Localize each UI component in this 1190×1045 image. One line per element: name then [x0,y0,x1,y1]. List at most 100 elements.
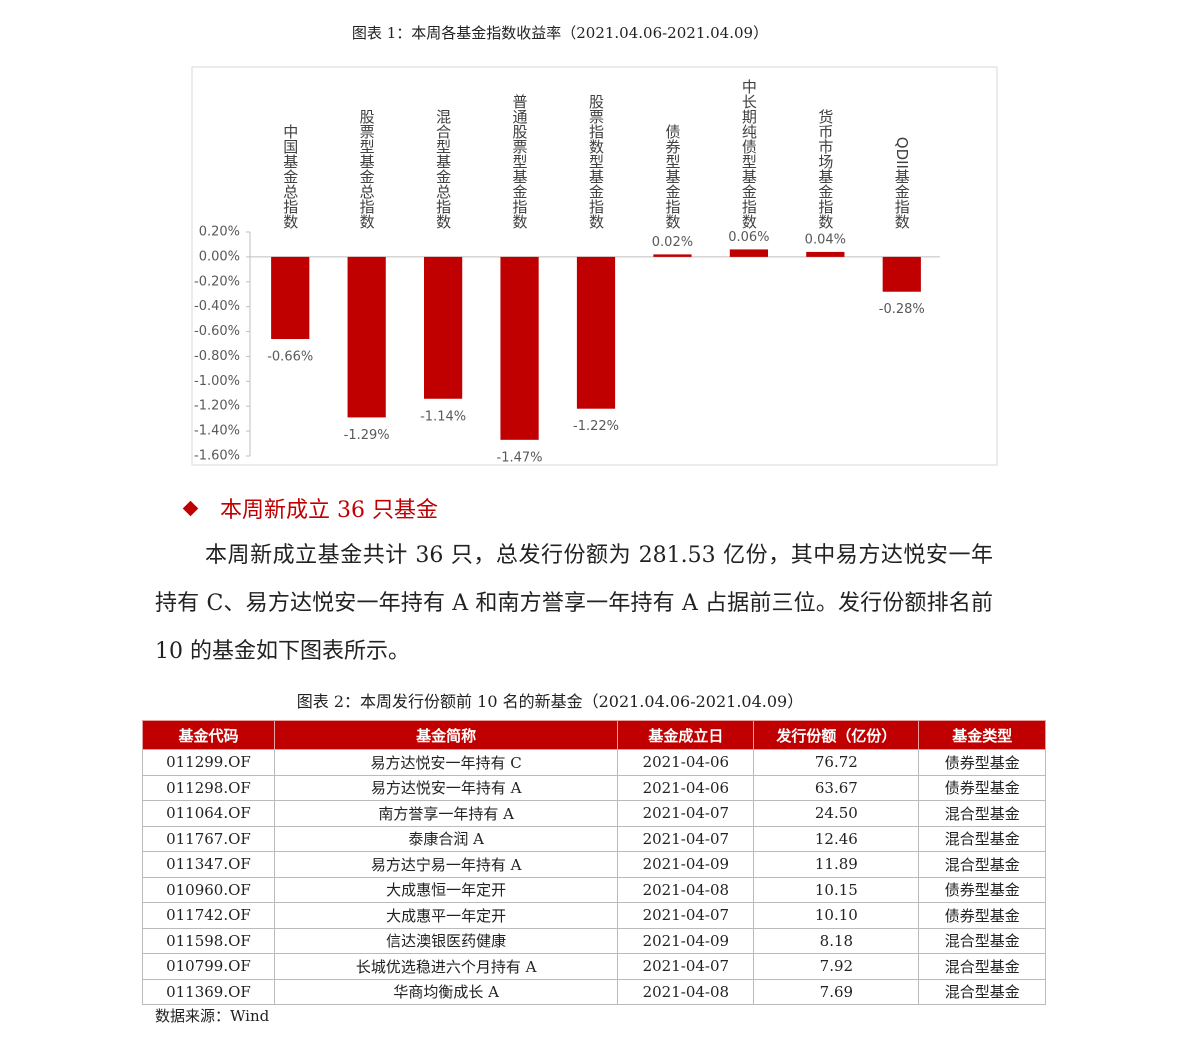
chart: 0.20% 0.00% -0.20% -0.40% -0.60% -0.80% -1.00%… [191,66,998,466]
source: 数据来源：Wind [155,1007,270,1025]
category-label: 货币市场基金指数 [816,109,834,229]
table-cell: 7.92 [753,953,920,980]
table-row: 011369.OF 华商均衡成长 A 2021-04-08 7.69 混合型基金 [142,978,1046,1005]
table-cell: 债券型基金 [918,902,1046,929]
table-cell: 2021-04-06 [617,774,755,801]
value-label: -1.22% [573,419,619,434]
value-label: -1.29% [344,428,390,443]
value-label: -1.14% [420,409,466,424]
table-cell: 12.46 [753,825,920,852]
table-cell: 011369.OF [142,978,275,1005]
table-cell: 011767.OF [142,825,275,852]
table-cell: 混合型基金 [918,800,1046,827]
column-header: 发行份额（亿份） [753,720,920,750]
category-label: QDII基金指数 [893,137,911,229]
column-header: 基金类型 [918,720,1046,750]
bar [729,249,768,257]
table-cell: 大成惠平一年定开 [273,902,619,929]
table-cell: 010960.OF [142,876,275,903]
table-cell: 大成惠恒一年定开 [273,876,619,903]
table-cell: 债券型基金 [918,774,1046,801]
table-row: 011767.OF 泰康合润 A 2021-04-07 12.46 混合型基金 [142,825,1046,852]
table-cell: 混合型基金 [918,825,1046,852]
table-cell: 2021-04-06 [617,749,755,776]
bar [576,256,616,409]
value-label: -0.66% [267,350,313,365]
table-cell: 11.89 [753,851,920,878]
table-cell: 混合型基金 [918,851,1046,878]
table-cell: 2021-04-09 [617,927,755,954]
category-label: 股票型基金总指数 [358,109,376,229]
table-cell: 长城优选稳进六个月持有 A [273,953,619,980]
category-label: 普通股票型基金指数 [511,94,529,229]
table-cell: 011742.OF [142,902,275,929]
y-tick-label: -0.40% [194,299,240,314]
table-title: 图表 2：本周发行份额前 10 名的新基金（2021.04.06-2021.04… [296,692,804,711]
table-cell: 011298.OF [142,774,275,801]
y-tick-label: -0.20% [194,274,240,289]
table-row: 010960.OF 大成惠恒一年定开 2021-04-08 10.15 债券型基金 [142,876,1046,903]
table-row: 011742.OF 大成惠平一年定开 2021-04-07 10.10 债券型基金 [142,902,1046,929]
table-cell: 易方达悦安一年持有 C [273,749,619,776]
table-cell: 泰康合润 A [273,825,619,852]
table-cell: 76.72 [753,749,920,776]
y-tick-label: -1.40% [194,424,240,439]
table-cell: 2021-04-07 [617,953,755,980]
y-tick-label: -1.20% [194,399,240,414]
bar [806,251,845,257]
table-cell: 2021-04-07 [617,800,755,827]
table-cell: 63.67 [753,774,920,801]
category-label: 股票指数型基金指数 [587,94,605,229]
table-cell: 011299.OF [142,749,275,776]
table-row: 011299.OF 易方达悦安一年持有 C 2021-04-06 76.72 债券型基金 [142,749,1046,776]
table-cell: 10.15 [753,876,920,903]
table-cell: 2021-04-08 [617,876,755,903]
value-label: 0.06% [728,230,769,245]
bar [882,256,921,292]
y-tick-label: 0.20% [199,225,240,240]
table-cell: 24.50 [753,800,920,827]
table-cell: 2021-04-09 [617,851,755,878]
chart-frame [191,66,998,466]
table-cell: 信达澳银医药健康 [273,927,619,954]
table-cell: 易方达宁易一年持有 A [273,851,619,878]
table-cell: 011064.OF [142,800,275,827]
value-label: -1.47% [497,450,543,465]
category-label: 债券型基金指数 [663,124,681,229]
bar [424,256,463,399]
section-heading: 本周新成立 36 只基金 [180,492,438,524]
bar [347,256,386,418]
table-cell: 混合型基金 [918,978,1046,1005]
category-label: 中长期纯债型基金指数 [740,79,758,229]
bullet [182,500,199,517]
table-row: 011064.OF 南方誉享一年持有 A 2021-04-07 24.50 混合型基金 [142,800,1046,827]
column-header: 基金成立日 [617,720,755,750]
bar [500,256,539,440]
table-cell: 2021-04-08 [617,978,755,1005]
column-header: 基金代码 [142,720,275,750]
bar [653,254,692,257]
category-label: 混合型基金总指数 [434,109,452,229]
paragraph: 本周新成立基金共计 36 只，总发行份额为 281.53 亿份，其中易方达悦安一… [155,543,993,664]
table-cell: 混合型基金 [918,953,1046,980]
value-label: 0.04% [805,232,846,247]
table-cell: 华商均衡成长 A [273,978,619,1005]
table-cell: 2021-04-07 [617,902,755,929]
table-row: 011598.OF 信达澳银医药健康 2021-04-09 8.18 混合型基金 [142,927,1046,954]
table-cell: 债券型基金 [918,876,1046,903]
table: 基金代码 基金简称 基金成立日 发行份额（亿份） 基金类型 011299.OF 易方达悦安一… [142,720,1046,1005]
table-cell: 011598.OF [142,927,275,954]
header-row: 基金代码 基金简称 基金成立日 发行份额（亿份） 基金类型 [142,720,1046,750]
table-cell: 011347.OF [142,851,275,878]
table-cell: 8.18 [753,927,920,954]
chart-title: 图表 1：本周各基金指数收益率（2021.04.06-2021.04.09） [351,24,769,42]
value-label: -0.28% [879,302,925,317]
y-tick-label: -0.80% [194,349,240,364]
value-label: 0.02% [652,235,693,250]
table-cell: 10.10 [753,902,920,929]
table-cell: 债券型基金 [918,749,1046,776]
table-row: 010799.OF 长城优选稳进六个月持有 A 2021-04-07 7.92 混合型基… [142,953,1046,980]
y-tick-label: -0.60% [194,324,240,339]
table-cell: 南方誉享一年持有 A [273,800,619,827]
y-tick-label: -1.60% [194,449,240,464]
